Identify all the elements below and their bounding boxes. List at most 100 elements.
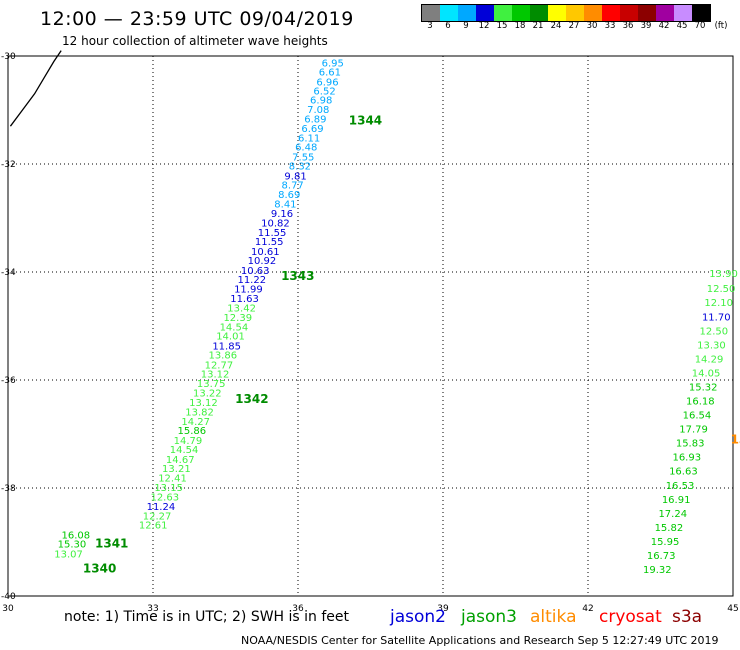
legend-bin-label: 45 <box>676 21 688 31</box>
wave-height-value: 13.75 <box>197 379 226 390</box>
legend-swatch <box>422 5 440 21</box>
wave-height-value: 11.99 <box>234 285 263 296</box>
x-tick-label: 30 <box>2 604 14 614</box>
wave-height-value: 16.53 <box>666 481 695 492</box>
wave-height-value: 14.29 <box>695 354 724 365</box>
legend-swatch <box>602 5 620 21</box>
legend-bin-label: 12 <box>478 21 490 31</box>
y-tick-label: -30 <box>1 52 16 62</box>
wave-height-value: 6.69 <box>301 124 323 135</box>
wave-height-value: 14.27 <box>181 417 210 428</box>
legend-unit-label: (ft) <box>714 21 728 31</box>
pass-number-label: 1340 <box>83 561 116 575</box>
x-tick-label: 36 <box>292 604 304 614</box>
legend-swatch <box>656 5 674 21</box>
legend-swatch <box>620 5 638 21</box>
pass-number-label: 1344 <box>349 113 382 127</box>
wave-height-value: 7.55 <box>292 152 314 163</box>
wave-height-value: 9.16 <box>271 209 293 220</box>
wave-height-value: 8.69 <box>278 190 300 201</box>
legend-bin-label: 3 <box>427 21 433 31</box>
satellite-legend-item: s3a <box>672 607 703 627</box>
x-tick-label: 42 <box>582 604 593 614</box>
wave-height-value: 16.73 <box>647 551 676 562</box>
wave-height-value: 19.32 <box>643 565 672 576</box>
y-tick-label: -40 <box>1 592 16 602</box>
legend-bin-label: 9 <box>463 21 469 31</box>
wave-height-value: 16.54 <box>683 411 712 422</box>
legend-swatch <box>458 5 476 21</box>
color-scale-legend <box>421 4 711 22</box>
pass-number-label: 1345 <box>731 432 740 446</box>
wave-height-value: 10.92 <box>248 256 277 267</box>
wave-height-value: 12.41 <box>158 474 187 485</box>
wave-height-value: 6.95 <box>322 58 344 69</box>
x-tick-label: 45 <box>727 604 738 614</box>
legend-swatch <box>674 5 692 21</box>
wave-height-value: 16.91 <box>662 495 691 506</box>
wave-height-value: 11.70 <box>702 312 731 323</box>
wave-height-value: 15.83 <box>676 439 705 450</box>
wave-height-value: 6.89 <box>304 115 326 126</box>
wave-height-value: 15.82 <box>655 523 684 534</box>
wave-height-value: 13.22 <box>193 388 222 399</box>
wave-height-value: 16.63 <box>669 467 698 478</box>
wave-height-value: 14.54 <box>170 445 199 456</box>
wave-height-value: 13.12 <box>201 370 230 381</box>
y-tick-label: -34 <box>1 268 16 278</box>
wave-height-value: 10.61 <box>251 247 280 258</box>
legend-bin-label: 15 <box>496 21 508 31</box>
pass-number-label: 1342 <box>235 392 268 406</box>
wave-height-value: 12.50 <box>700 326 729 337</box>
wave-height-value: 10.63 <box>241 266 270 277</box>
wave-height-value: 13.42 <box>227 304 256 315</box>
wave-height-value: 11.24 <box>147 502 176 513</box>
wave-height-value: 12.50 <box>707 284 736 295</box>
wave-height-value: 15.32 <box>689 382 718 393</box>
wave-height-value: 14.54 <box>220 323 249 334</box>
wave-height-value: 13.21 <box>162 464 191 475</box>
wave-height-value: 14.67 <box>166 455 195 466</box>
wave-height-value: 8.41 <box>274 199 296 210</box>
wave-height-value: 14.01 <box>216 332 245 343</box>
wave-height-value: 11.63 <box>230 294 259 305</box>
wave-height-value: 13.82 <box>185 407 214 418</box>
wave-height-value: 12.77 <box>205 360 234 371</box>
legend-bin-label: 39 <box>640 21 652 31</box>
wave-height-value: 13.90 <box>709 269 738 280</box>
wave-height-value: 12.61 <box>139 521 168 532</box>
legend-bin-label: 42 <box>658 21 670 31</box>
legend-bin-label: 21 <box>532 21 544 31</box>
map-title: 12:00 — 23:59 UTC 09/04/2019 <box>40 8 354 30</box>
wave-height-value: 17.79 <box>679 425 708 436</box>
wave-height-value: 6.11 <box>298 134 320 145</box>
wave-height-value: 11.22 <box>237 275 266 286</box>
y-tick-label: -38 <box>1 484 16 494</box>
legend-bin-label: 36 <box>622 21 634 31</box>
wave-height-value: 14.05 <box>692 368 721 379</box>
footer-note: note: 1) Time is in UTC; 2) SWH is in fe… <box>64 609 350 625</box>
legend-swatch <box>530 5 548 21</box>
satellite-legend-item: cryosat <box>599 607 662 627</box>
wave-height-value: 12.63 <box>150 493 179 504</box>
pass-number-label: 1341 <box>95 537 128 551</box>
legend-swatch <box>548 5 566 21</box>
legend-bin-label: 6 <box>445 21 451 31</box>
wave-height-value: 8.32 <box>289 162 311 173</box>
y-tick-label: -36 <box>1 376 16 386</box>
legend-swatch <box>512 5 530 21</box>
satellite-legend-item: jason3 <box>461 607 517 627</box>
satellite-legend-item: altika <box>530 607 577 627</box>
wave-height-value: 6.98 <box>310 96 332 107</box>
wave-height-value: 8.77 <box>282 181 304 192</box>
legend-swatch <box>584 5 602 21</box>
wave-height-value: 13.15 <box>154 483 183 494</box>
legend-bin-label: 24 <box>550 21 562 31</box>
wave-height-value: 15.30 <box>58 540 87 551</box>
wave-height-value: 11.85 <box>212 341 241 352</box>
wave-height-value: 12.10 <box>704 298 733 309</box>
x-tick-label: 39 <box>437 604 449 614</box>
wave-height-value: 17.24 <box>658 509 687 520</box>
legend-bin-label: 18 <box>514 21 526 31</box>
